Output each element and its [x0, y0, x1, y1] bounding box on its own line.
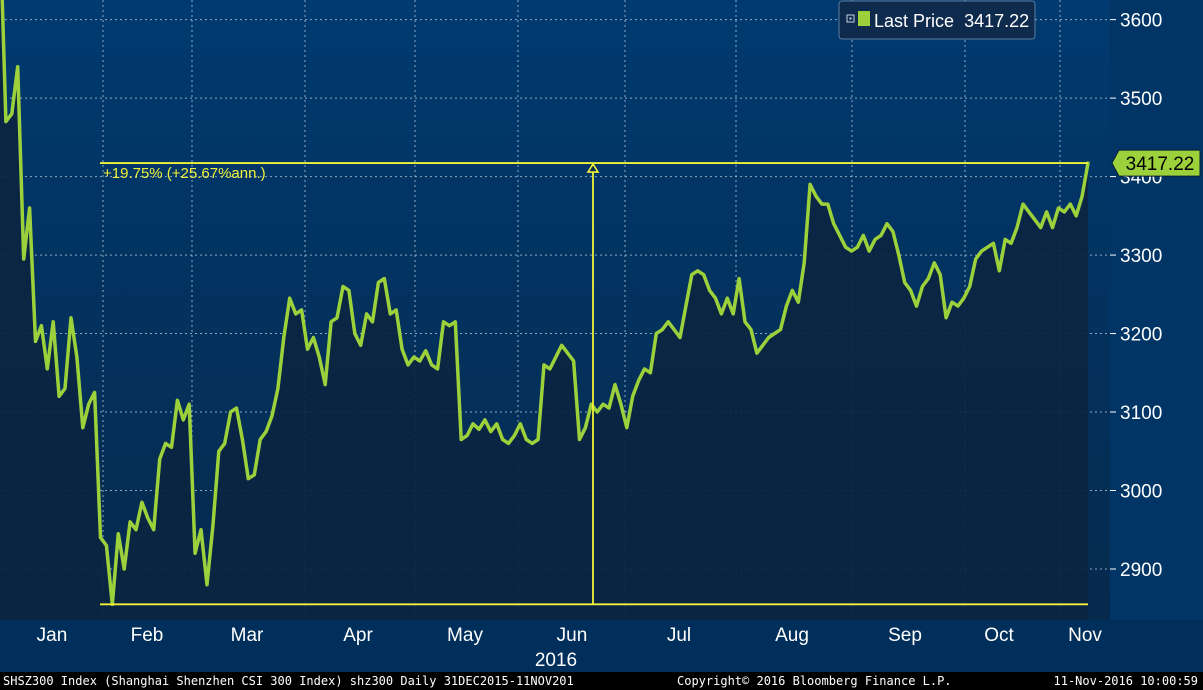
footer-timestamp: 11-Nov-2016 10:00:59: [1054, 674, 1199, 688]
x-axis-year-label: 2016: [535, 650, 577, 671]
annotation-arrow-head: [586, 162, 600, 173]
legend-box: [838, 0, 1036, 40]
y-tick-label: 2900: [1120, 560, 1162, 581]
x-tick-label: May: [447, 625, 483, 646]
svg-text:Last Price 3417.22: Last Price 3417.22: [874, 11, 1029, 31]
y-tick-label: 3100: [1120, 403, 1162, 424]
legend-series-name: Last Price: [874, 11, 954, 31]
x-tick-label: Apr: [343, 625, 373, 646]
last-price-callout: 3417.22: [1111, 149, 1201, 177]
x-tick-label: Mar: [231, 625, 264, 646]
price-line: [0, 0, 1090, 607]
x-tick-label: Oct: [984, 625, 1014, 646]
y-tick-label: 3600: [1120, 11, 1162, 32]
x-tick-label: Nov: [1068, 625, 1102, 646]
x-tick-label: Feb: [131, 625, 164, 646]
collapse-box-icon-dot: [849, 17, 852, 20]
legend-swatch: [858, 11, 870, 26]
y-tick-label: 3300: [1120, 246, 1162, 267]
x-axis-ticks: Jan Feb Mar Apr May Jun Jul Aug Sep Oct Nov: [37, 625, 1103, 646]
x-axis-background: [0, 620, 1203, 672]
legend-series-value: 3417.22: [964, 11, 1029, 31]
performance-annotation: +19.75% (+25.67%ann.): [100, 162, 1088, 606]
footer-copyright: Copyright© 2016 Bloomberg Finance L.P.: [677, 674, 952, 688]
legend[interactable]: Last Price 3417.22: [838, 0, 1036, 40]
y-axis-background: [1110, 0, 1203, 620]
y-tick-label: 3200: [1120, 325, 1162, 346]
x-tick-label: Sep: [888, 625, 922, 646]
x-tick-label: Jan: [37, 625, 68, 646]
last-price-callout-value: 3417.22: [1126, 154, 1195, 175]
footer-security-description: SHSZ300 Index (Shanghai Shenzhen CSI 300…: [3, 674, 574, 688]
annotation-label: +19.75% (+25.67%ann.): [103, 165, 266, 182]
x-tick-label: Jun: [557, 625, 588, 646]
y-tick-label: 3500: [1120, 89, 1162, 110]
collapse-box-icon[interactable]: [846, 14, 855, 23]
last-price-callout-box: [1111, 149, 1201, 177]
x-tick-label: Jul: [667, 625, 691, 646]
y-tick-label: 3000: [1120, 482, 1162, 503]
footer-band: [0, 672, 1203, 690]
x-tick-label: Aug: [775, 625, 809, 646]
price-area-fill: [0, 0, 1088, 620]
